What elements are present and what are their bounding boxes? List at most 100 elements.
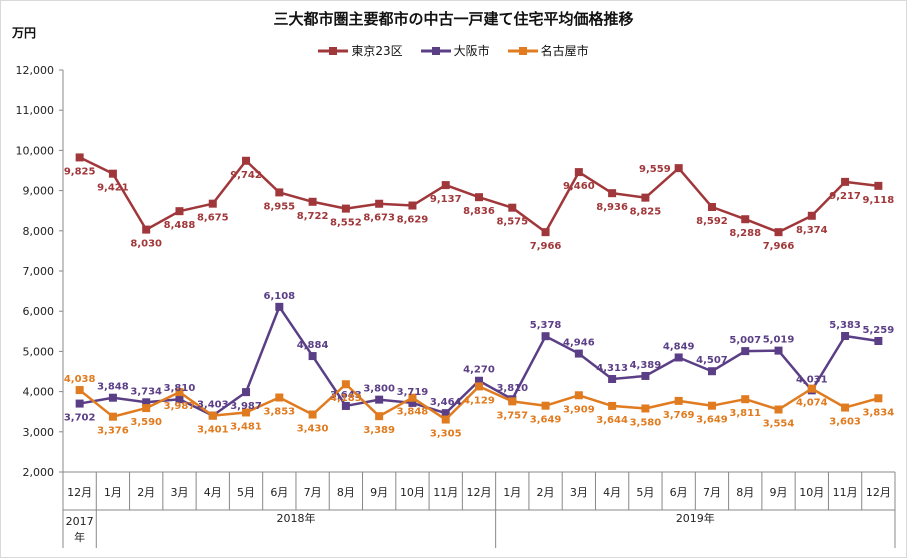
y-tick-label: 8,000 (23, 225, 55, 238)
data-point-osaka (707, 367, 716, 376)
data-point-osaka (841, 332, 850, 341)
data-label-tokyo: 9,460 (563, 181, 595, 192)
data-point-osaka (275, 302, 284, 311)
data-label-tokyo: 9,559 (639, 164, 671, 175)
data-point-nagoya (475, 382, 483, 391)
y-tick-label: 2,000 (23, 466, 55, 479)
x-tick-label: 5月 (636, 486, 654, 499)
x-tick-label: 10月 (799, 486, 824, 499)
data-label-osaka: 3,734 (130, 386, 162, 397)
data-label-tokyo: 8,629 (397, 215, 429, 226)
data-point-nagoya (175, 388, 184, 397)
data-label-tokyo: 8,592 (696, 216, 728, 227)
x-tick-label: 3月 (170, 486, 188, 499)
data-label-nagoya: 3,389 (363, 425, 395, 436)
data-label-nagoya: 3,757 (496, 410, 528, 421)
x-tick-label: 5月 (237, 486, 255, 499)
data-label-osaka: 4,270 (463, 365, 495, 376)
data-label-nagoya: 3,853 (263, 407, 295, 418)
data-point-nagoya (841, 403, 850, 412)
data-label-nagoya: 3,848 (397, 407, 429, 418)
data-label-nagoya: 4,038 (64, 374, 96, 385)
data-label-tokyo: 8,552 (330, 218, 362, 229)
year-group-label: 2018年 (276, 511, 315, 525)
y-tick-label: 5,000 (23, 345, 55, 358)
data-label-nagoya: 3,909 (563, 404, 595, 415)
data-point-tokyo (641, 193, 650, 202)
data-label-osaka: 5,378 (530, 320, 562, 331)
data-point-nagoya (641, 404, 650, 413)
data-label-osaka: 3,987 (230, 401, 262, 412)
data-point-tokyo (408, 201, 417, 210)
data-label-osaka: 4,389 (630, 360, 662, 371)
legend-item-osaka: 大阪市 (420, 42, 490, 59)
data-point-osaka (541, 332, 550, 341)
data-point-osaka (641, 371, 650, 380)
data-label-osaka: 3,702 (64, 413, 96, 424)
data-point-nagoya (75, 386, 84, 395)
data-point-osaka (475, 376, 483, 385)
x-tick-label: 11月 (433, 486, 458, 499)
data-label-osaka: 4,031 (796, 374, 828, 385)
data-label-tokyo: 9,137 (430, 194, 462, 205)
data-label-nagoya: 3,644 (596, 415, 628, 426)
data-point-tokyo (242, 156, 251, 165)
data-point-tokyo (874, 181, 883, 190)
data-point-nagoya (608, 401, 617, 410)
data-point-nagoya (341, 380, 350, 389)
year-group-label: 2017 (66, 515, 94, 528)
data-label-osaka: 3,810 (164, 383, 196, 394)
x-tick-label: 9月 (770, 486, 788, 499)
data-point-osaka (341, 401, 350, 410)
data-label-nagoya: 3,580 (630, 417, 662, 428)
data-label-tokyo: 8,374 (796, 225, 828, 236)
data-label-osaka: 4,849 (663, 341, 695, 352)
data-label-tokyo: 9,825 (64, 166, 96, 177)
data-point-nagoya (541, 401, 550, 410)
legend-label-nagoya: 名古屋市 (540, 44, 589, 58)
data-label-tokyo: 8,675 (197, 213, 229, 224)
data-label-nagoya: 3,481 (230, 421, 262, 432)
data-label-nagoya: 3,603 (829, 417, 861, 428)
data-label-nagoya: 3,987 (164, 401, 196, 412)
data-point-nagoya (741, 395, 750, 404)
data-point-nagoya (108, 412, 117, 421)
y-tick-label: 9,000 (23, 185, 55, 198)
data-point-osaka (108, 393, 117, 402)
data-label-nagoya: 3,401 (197, 425, 229, 436)
y-tick-label: 11,000 (16, 104, 55, 117)
data-label-nagoya: 4,183 (330, 393, 362, 404)
x-tick-label: 2月 (137, 486, 155, 499)
data-point-nagoya (375, 412, 384, 421)
data-label-osaka: 3,810 (496, 383, 528, 394)
data-point-nagoya (807, 384, 816, 393)
data-point-tokyo (608, 189, 617, 198)
data-label-tokyo: 8,575 (496, 217, 528, 228)
data-label-nagoya: 3,376 (97, 426, 129, 437)
data-label-nagoya: 3,430 (297, 424, 329, 435)
data-point-tokyo (142, 225, 151, 234)
x-tick-label: 8月 (337, 486, 355, 499)
data-point-tokyo (774, 228, 783, 237)
x-tick-label: 1月 (104, 486, 122, 499)
y-tick-label: 6,000 (23, 305, 55, 318)
data-point-tokyo (175, 207, 184, 216)
data-point-tokyo (108, 169, 117, 178)
y-tick-label: 12,000 (16, 64, 55, 77)
data-label-tokyo: 9,421 (97, 183, 129, 194)
data-point-nagoya (874, 394, 883, 403)
data-point-tokyo (707, 203, 716, 212)
x-tick-label: 4月 (603, 486, 621, 499)
data-point-tokyo (75, 153, 84, 162)
x-tick-label: 1月 (503, 486, 521, 499)
data-point-nagoya (774, 405, 783, 414)
data-label-tokyo: 9,742 (230, 170, 262, 181)
legend-swatch-osaka (420, 46, 451, 55)
legend-item-tokyo: 東京23区 (318, 42, 403, 59)
data-point-osaka (242, 388, 251, 397)
data-label-nagoya: 3,769 (663, 410, 695, 421)
data-label-tokyo: 9,217 (829, 191, 861, 202)
legend-item-nagoya: 名古屋市 (507, 42, 589, 59)
legend-label-osaka: 大阪市 (453, 44, 490, 58)
chart-title: 三大都市圏主要都市の中古一戸建て住宅平均価格推移 (273, 10, 634, 28)
